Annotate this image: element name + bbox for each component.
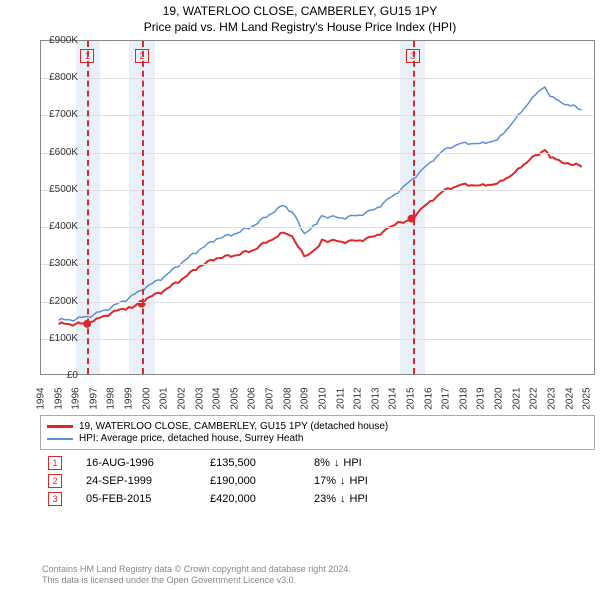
legend-row: 19, WATERLOO CLOSE, CAMBERLEY, GU15 1PY … <box>47 421 588 432</box>
x-axis-label: 2017 <box>441 384 452 414</box>
tx-price: £420,000 <box>210 493 290 505</box>
tx-price: £135,500 <box>210 457 290 469</box>
legend-label: 19, WATERLOO CLOSE, CAMBERLEY, GU15 1PY … <box>79 421 388 432</box>
sale-marker-line <box>87 41 89 374</box>
transaction-row: 1 16-AUG-1996 £135,500 8% ↓ HPI <box>48 456 595 470</box>
tx-marker: 1 <box>48 456 62 470</box>
arrow-down-icon: ↓ <box>334 457 340 469</box>
gridline <box>41 339 594 340</box>
x-axis-label: 2020 <box>494 384 505 414</box>
sale-marker-flag: 1 <box>80 49 94 63</box>
x-axis-label: 2013 <box>370 384 381 414</box>
gridline <box>41 227 594 228</box>
x-axis-label: 2007 <box>265 384 276 414</box>
x-axis-label: 1998 <box>106 384 117 414</box>
tx-date: 16-AUG-1996 <box>86 457 186 469</box>
x-axis-label: 2009 <box>300 384 311 414</box>
y-axis-label: £500K <box>36 184 78 195</box>
x-axis-label: 2014 <box>388 384 399 414</box>
tx-marker: 2 <box>48 474 62 488</box>
tx-diff: 8% ↓ HPI <box>314 457 404 469</box>
gridline <box>41 78 594 79</box>
gridline <box>41 190 594 191</box>
transaction-row: 3 05-FEB-2015 £420,000 23% ↓ HPI <box>48 492 595 506</box>
x-axis-label: 1999 <box>124 384 135 414</box>
x-axis-label: 2005 <box>229 384 240 414</box>
y-axis-label: £200K <box>36 296 78 307</box>
line-layer <box>41 41 594 374</box>
legend: 19, WATERLOO CLOSE, CAMBERLEY, GU15 1PY … <box>40 415 595 450</box>
x-axis-label: 2004 <box>212 384 223 414</box>
x-axis-label: 1994 <box>36 384 47 414</box>
title-line-1: 19, WATERLOO CLOSE, CAMBERLEY, GU15 1PY <box>0 4 600 20</box>
legend-swatch <box>47 425 73 428</box>
tx-price: £190,000 <box>210 475 290 487</box>
gridline <box>41 153 594 154</box>
tx-marker: 3 <box>48 492 62 506</box>
x-axis-label: 1995 <box>53 384 64 414</box>
attribution: Contains HM Land Registry data © Crown c… <box>42 564 351 587</box>
tx-date: 24-SEP-1999 <box>86 475 186 487</box>
x-axis-label: 2011 <box>335 384 346 414</box>
x-axis-label: 2000 <box>141 384 152 414</box>
y-axis-label: £100K <box>36 333 78 344</box>
legend-row: HPI: Average price, detached house, Surr… <box>47 433 588 444</box>
transaction-table: 1 16-AUG-1996 £135,500 8% ↓ HPI 2 24-SEP-1999… <box>40 456 595 506</box>
sale-marker-line <box>142 41 144 374</box>
x-axis-label: 2018 <box>458 384 469 414</box>
tx-diff: 23% ↓ HPI <box>314 493 404 505</box>
x-axis-label: 2008 <box>282 384 293 414</box>
gridline <box>41 115 594 116</box>
x-axis-label: 2023 <box>546 384 557 414</box>
gridline <box>41 264 594 265</box>
sale-marker-flag: 2 <box>135 49 149 63</box>
x-axis-label: 2002 <box>176 384 187 414</box>
legend-label: HPI: Average price, detached house, Surr… <box>79 433 303 444</box>
attribution-line: This data is licensed under the Open Gov… <box>42 575 351 586</box>
sale-marker-line <box>413 41 415 374</box>
tx-diff: 17% ↓ HPI <box>314 475 404 487</box>
plot-area: £0£100K£200K£300K£400K£500K£600K£700K£80… <box>40 40 595 375</box>
legend-and-table: 19, WATERLOO CLOSE, CAMBERLEY, GU15 1PY … <box>40 415 595 510</box>
y-axis-label: £400K <box>36 221 78 232</box>
y-axis-label: £600K <box>36 147 78 158</box>
x-axis-label: 2025 <box>582 384 593 414</box>
y-axis-label: £900K <box>36 35 78 46</box>
y-axis-label: £800K <box>36 72 78 83</box>
x-axis-label: 2021 <box>511 384 522 414</box>
x-axis-label: 2010 <box>317 384 328 414</box>
x-axis-label: 2019 <box>476 384 487 414</box>
transaction-row: 2 24-SEP-1999 £190,000 17% ↓ HPI <box>48 474 595 488</box>
arrow-down-icon: ↓ <box>340 493 346 505</box>
y-axis-label: £300K <box>36 258 78 269</box>
x-axis-label: 1996 <box>71 384 82 414</box>
x-axis-label: 2024 <box>564 384 575 414</box>
x-axis-label: 2012 <box>353 384 364 414</box>
arrow-down-icon: ↓ <box>340 475 346 487</box>
sale-marker-flag: 3 <box>406 49 420 63</box>
attribution-line: Contains HM Land Registry data © Crown c… <box>42 564 351 575</box>
title-line-2: Price paid vs. HM Land Registry's House … <box>0 20 600 36</box>
chart: £0 £100K £200K £300K £400K £500K £600K £700K £80… <box>0 40 600 410</box>
x-axis-label: 2016 <box>423 384 434 414</box>
y-axis-label: £0 <box>36 370 78 381</box>
tx-date: 05-FEB-2015 <box>86 493 186 505</box>
chart-title: 19, WATERLOO CLOSE, CAMBERLEY, GU15 1PY … <box>0 0 600 35</box>
x-axis-label: 2015 <box>406 384 417 414</box>
legend-swatch <box>47 438 73 440</box>
gridline <box>41 302 594 303</box>
x-axis-label: 2003 <box>194 384 205 414</box>
x-axis-label: 1997 <box>88 384 99 414</box>
y-axis-label: £700K <box>36 109 78 120</box>
x-axis-label: 2001 <box>159 384 170 414</box>
x-axis-label: 2006 <box>247 384 258 414</box>
x-axis-label: 2022 <box>529 384 540 414</box>
